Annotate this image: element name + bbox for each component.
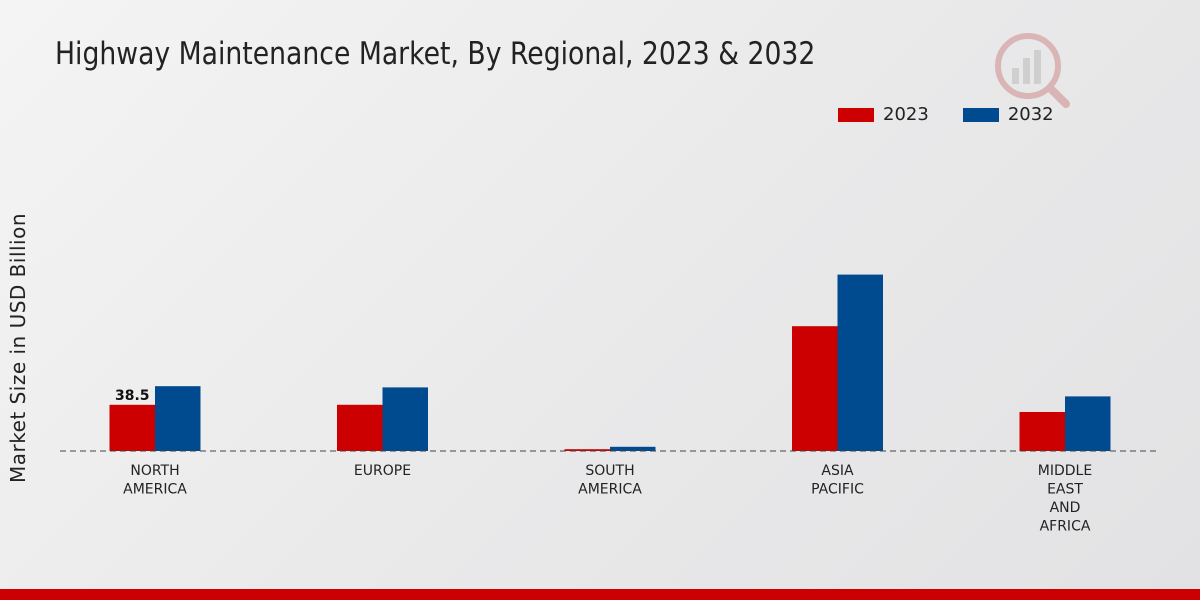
x-tick-labels: NORTH AMERICA EUROPE SOUTH AMERICA ASIA PACIFI… xyxy=(123,463,1092,535)
legend: 2023 2032 xyxy=(838,104,1088,125)
bar-middle-east-and-africa-2023 xyxy=(1019,412,1065,451)
legend-label-2032: 2032 xyxy=(1007,104,1054,125)
legend-swatch-2023 xyxy=(838,107,874,122)
x-tick-south-america: SOUTH AMERICA xyxy=(578,463,642,498)
watermark-logo-icon xyxy=(995,33,1070,108)
data-label-north-america-2023: 38.5 xyxy=(115,388,150,404)
x-tick-middle-east-and-africa: MIDDLE EAST AND AFRICA xyxy=(1038,463,1092,535)
bar-europe-2032 xyxy=(382,387,428,451)
bar-europe-2023 xyxy=(337,404,383,451)
bar-asia-pacific-2023 xyxy=(792,326,838,451)
bar-north-america-2032 xyxy=(155,386,201,451)
bar-south-america-2023 xyxy=(564,449,610,451)
legend-label-2023: 2023 xyxy=(883,104,929,125)
bar-asia-pacific-2032 xyxy=(837,274,883,451)
legend-swatch-2032 xyxy=(962,107,999,122)
bar-middle-east-and-africa-2032 xyxy=(1065,396,1111,451)
x-tick-europe: EUROPE xyxy=(354,463,411,479)
legend-item-2032: 2032 xyxy=(962,104,1054,125)
legend-item-2023: 2023 xyxy=(838,104,929,125)
x-tick-asia-pacific: ASIA PACIFIC xyxy=(811,463,864,498)
bar-south-america-2032 xyxy=(610,446,656,451)
data-labels: 38.5 xyxy=(115,388,150,404)
bar-north-america-2023 xyxy=(109,404,155,451)
x-tick-north-america: NORTH AMERICA xyxy=(123,463,187,498)
bars-layer xyxy=(109,274,1111,451)
chart-title: Highway Maintenance Market, By Regional,… xyxy=(55,36,816,72)
footer-bar xyxy=(0,589,1200,600)
